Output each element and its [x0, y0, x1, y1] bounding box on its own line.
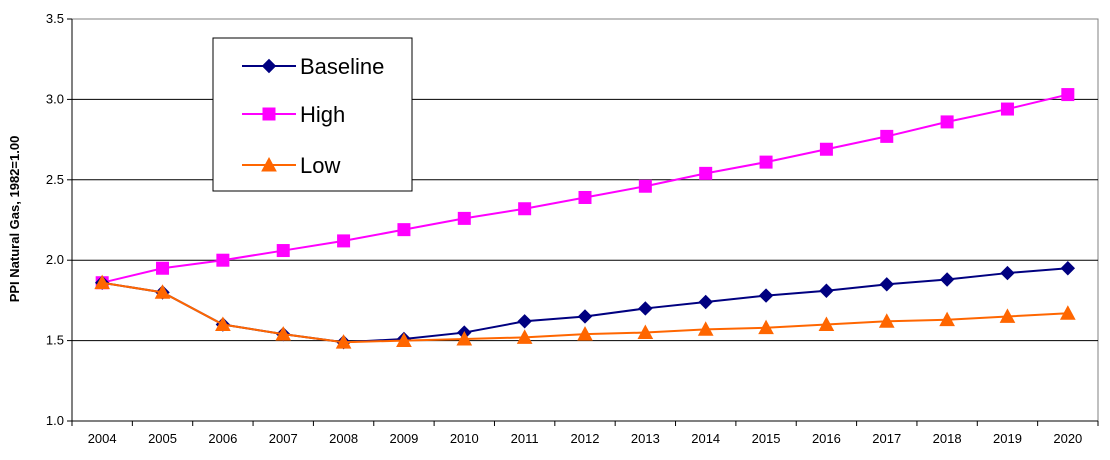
data-point: [698, 294, 713, 310]
x-tick-label: 2017: [872, 431, 901, 446]
x-tick-label: 2005: [148, 431, 177, 446]
legend-marker: [261, 156, 277, 172]
data-point: [818, 316, 835, 331]
legend-label: High: [300, 102, 345, 127]
data-point: [879, 277, 894, 292]
data-point: [94, 274, 111, 290]
data-point: [999, 308, 1016, 323]
x-tick-label: 2009: [389, 431, 418, 446]
data-point: [275, 326, 292, 341]
legend: Baseline High Low: [212, 37, 413, 192]
x-tick-label: 2016: [812, 431, 841, 446]
data-point: [1060, 261, 1076, 276]
axes: 1.0 1.5 2.0 2.5 3.0 3.5 2004 2005 2006 2007 2008 20…: [46, 11, 1099, 446]
legend-entry-high: High: [242, 102, 345, 127]
data-point: [216, 253, 230, 267]
y-tick-label: 1.5: [46, 333, 64, 348]
legend-entry-low: Low: [242, 153, 340, 178]
series-group: [94, 88, 1076, 350]
data-point: [638, 301, 653, 316]
x-tick-label: 2020: [1053, 431, 1082, 446]
data-point: [156, 261, 170, 275]
data-point: [215, 316, 231, 331]
data-point: [335, 334, 352, 349]
data-point: [878, 313, 895, 328]
y-tick-label: 2.5: [46, 172, 64, 187]
legend-label: Baseline: [300, 54, 384, 79]
data-point: [1000, 265, 1015, 281]
data-point: [517, 314, 532, 329]
x-tick-label: 2015: [752, 431, 781, 446]
x-tick-label: 2013: [631, 431, 660, 446]
data-point: [940, 115, 954, 129]
data-point: [516, 329, 533, 344]
data-point: [638, 179, 652, 193]
data-point: [880, 129, 894, 143]
y-tick-label: 2.0: [46, 252, 64, 267]
data-point: [337, 234, 351, 248]
data-point: [819, 283, 834, 298]
x-tick-label: 2011: [511, 431, 539, 446]
data-point: [939, 311, 955, 327]
data-point: [276, 244, 290, 258]
data-point: [637, 324, 654, 340]
x-tick-label: 2018: [933, 431, 962, 446]
data-point: [759, 155, 773, 169]
data-point: [154, 284, 171, 299]
legend-label: Low: [300, 153, 340, 178]
y-tick-label: 3.5: [46, 11, 64, 26]
x-tick-label: 2008: [329, 431, 358, 446]
data-point: [939, 272, 955, 287]
legend-marker: [261, 58, 277, 74]
x-tick-label: 2006: [208, 431, 237, 446]
x-tick-label: 2004: [88, 431, 117, 446]
x-tick-label: 2014: [691, 431, 720, 446]
data-point: [758, 288, 774, 303]
data-point: [819, 142, 833, 156]
data-point: [697, 321, 714, 336]
data-point: [1000, 102, 1014, 116]
data-point: [1061, 88, 1075, 102]
data-point: [1059, 305, 1076, 320]
x-tick-label: 2007: [269, 431, 298, 446]
data-point: [456, 330, 473, 346]
legend-entry-baseline: Baseline: [242, 54, 384, 79]
data-point: [578, 190, 592, 204]
y-tick-label: 1.0: [46, 413, 64, 428]
data-point: [699, 166, 713, 180]
data-point: [396, 332, 412, 348]
x-tick-label: 2019: [993, 431, 1022, 446]
x-tick-label: 2010: [450, 431, 479, 446]
data-point: [577, 309, 593, 324]
data-point: [397, 223, 411, 237]
series-low: [94, 274, 1076, 349]
data-point: [457, 211, 471, 225]
legend-marker: [262, 107, 276, 121]
y-tick-label: 3.0: [46, 91, 64, 106]
x-tick-label: 2012: [571, 431, 600, 446]
data-point: [758, 319, 774, 335]
data-point: [577, 326, 593, 341]
data-point: [518, 202, 532, 216]
y-axis-label: PPI Natural Gas, 1982=1.00: [7, 136, 22, 303]
